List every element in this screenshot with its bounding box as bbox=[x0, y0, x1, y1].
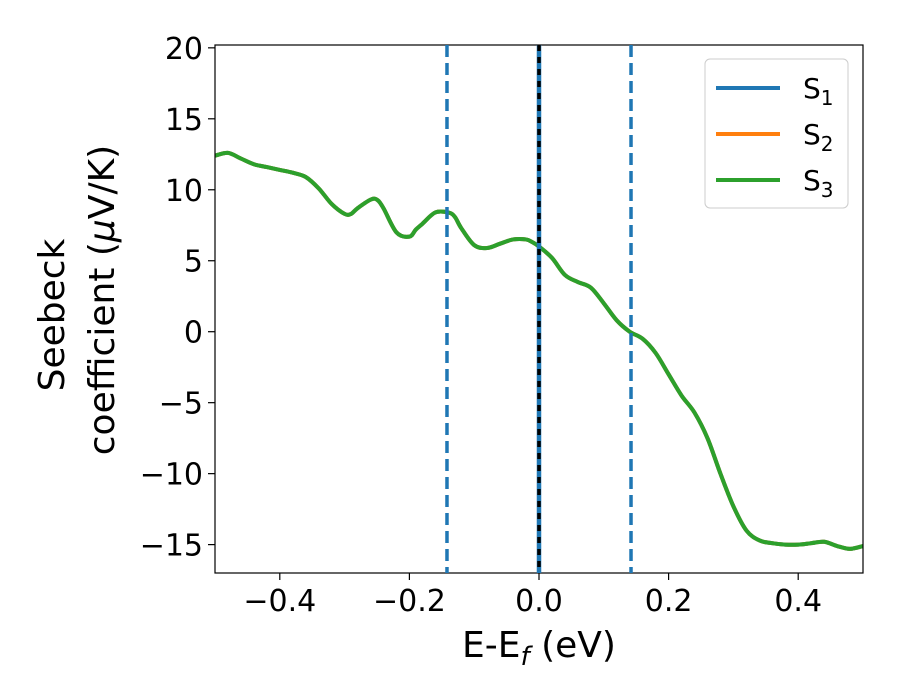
x-tick-label: 0.4 bbox=[774, 584, 822, 619]
y-tick-label: −15 bbox=[140, 529, 203, 564]
x-tick-label: −0.4 bbox=[243, 584, 316, 619]
x-axis-label-unit: (eV) bbox=[530, 625, 616, 666]
y-axis-ticks: −15 −10 −5 0 5 10 15 20 bbox=[140, 32, 215, 564]
x-tick-label: 0.0 bbox=[515, 584, 563, 619]
x-axis-ticks: −0.4 −0.2 0.0 0.2 0.4 bbox=[243, 573, 822, 619]
series-line-s3 bbox=[215, 150, 863, 551]
y-axis-label-line1: Seebeck bbox=[32, 238, 73, 391]
x-tick-label: 0.2 bbox=[645, 584, 693, 619]
y-tick-label: 10 bbox=[165, 174, 203, 209]
y-tick-label: 0 bbox=[184, 316, 203, 351]
legend: S1 S2 S3 bbox=[704, 58, 849, 209]
x-axis-label: E-Ef (eV) bbox=[462, 625, 616, 672]
y-tick-label: −5 bbox=[159, 387, 203, 422]
legend-label-s1: S1 bbox=[803, 72, 834, 110]
x-tick-label: −0.2 bbox=[373, 584, 446, 619]
y-tick-label: 5 bbox=[184, 245, 203, 280]
y-tick-label: 20 bbox=[165, 32, 203, 67]
y-tick-label: −10 bbox=[140, 458, 203, 493]
y-tick-label: 15 bbox=[165, 103, 203, 138]
y-axis-label-line2: coefficient (μV/K) bbox=[82, 145, 123, 455]
legend-label-s3: S3 bbox=[803, 164, 834, 202]
vertical-reference-lines bbox=[445, 45, 633, 573]
series-lines bbox=[215, 150, 863, 551]
legend-label-s2: S2 bbox=[803, 118, 834, 156]
